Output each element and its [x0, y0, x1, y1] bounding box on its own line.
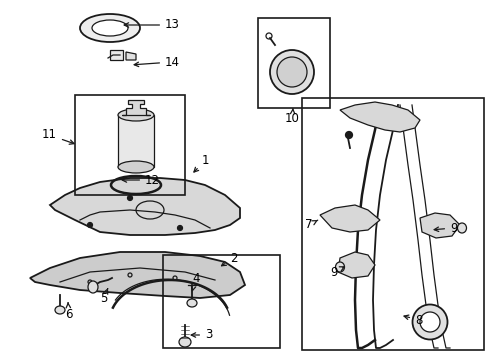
Ellipse shape	[92, 20, 128, 36]
Bar	[258, 18, 329, 108]
Text: 14: 14	[134, 55, 180, 68]
Text: 6: 6	[65, 303, 72, 321]
Ellipse shape	[269, 50, 313, 94]
Ellipse shape	[412, 305, 447, 339]
Polygon shape	[337, 252, 374, 278]
Ellipse shape	[186, 299, 197, 307]
Ellipse shape	[87, 222, 92, 228]
Ellipse shape	[118, 161, 154, 173]
Text: 13: 13	[124, 18, 180, 31]
Ellipse shape	[335, 262, 344, 272]
Polygon shape	[339, 102, 419, 132]
Text: 4: 4	[191, 271, 199, 291]
Ellipse shape	[276, 57, 306, 87]
Ellipse shape	[55, 306, 65, 314]
Text: 2: 2	[221, 252, 237, 266]
Text: 3: 3	[191, 328, 212, 342]
Ellipse shape	[179, 337, 191, 347]
Text: 12: 12	[122, 174, 160, 186]
Polygon shape	[122, 100, 150, 115]
Text: 9: 9	[329, 266, 344, 279]
Polygon shape	[319, 205, 379, 232]
Ellipse shape	[118, 109, 154, 121]
Ellipse shape	[177, 225, 182, 230]
Polygon shape	[50, 178, 240, 235]
Bar	[110, 50, 123, 60]
Polygon shape	[30, 252, 244, 298]
Polygon shape	[126, 52, 136, 60]
Text: 1: 1	[194, 153, 209, 172]
Bar	[163, 255, 280, 348]
Ellipse shape	[127, 195, 132, 201]
Text: 8: 8	[403, 314, 422, 327]
Ellipse shape	[345, 131, 352, 139]
Bar	[302, 98, 483, 350]
Bar	[75, 95, 184, 195]
Polygon shape	[419, 213, 459, 238]
Ellipse shape	[457, 223, 466, 233]
Ellipse shape	[419, 312, 439, 332]
Text: 9: 9	[433, 221, 457, 234]
Bar	[118, 115, 154, 167]
Ellipse shape	[88, 281, 98, 293]
Text: 10: 10	[285, 109, 299, 125]
Text: 7: 7	[305, 219, 317, 231]
Text: 5: 5	[100, 289, 107, 305]
Text: 11: 11	[42, 129, 74, 144]
Ellipse shape	[80, 14, 140, 42]
